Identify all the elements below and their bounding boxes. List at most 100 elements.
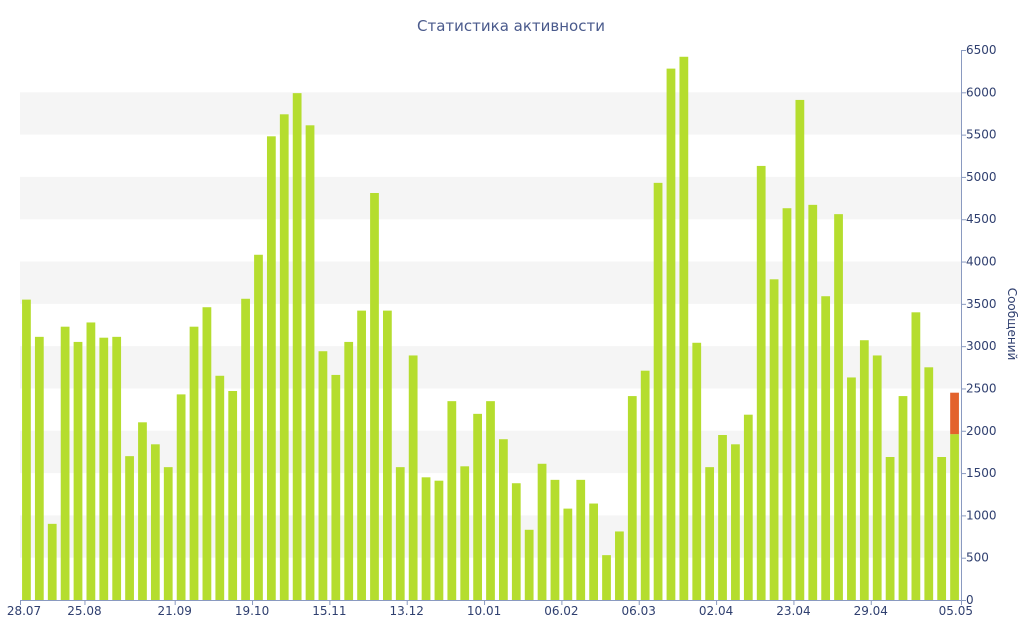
x-tick-label: 06.03: [622, 604, 656, 618]
bar: [357, 310, 366, 600]
bar: [769, 279, 779, 600]
bar: [215, 375, 225, 600]
bar: [112, 336, 122, 600]
bar: [305, 125, 315, 601]
bar: [99, 337, 109, 600]
bar: [344, 341, 354, 600]
y-tick-label: 4500: [966, 212, 997, 226]
bar: [615, 531, 624, 600]
bar: [627, 396, 637, 600]
bar: [34, 336, 44, 600]
bar: [640, 370, 650, 600]
bar: [666, 68, 676, 601]
bar: [292, 93, 302, 601]
bar: [318, 351, 328, 600]
x-tick-label: 15.11: [312, 604, 346, 618]
bar: [266, 136, 276, 601]
bar: [370, 193, 379, 600]
bar: [163, 467, 173, 600]
bar: [782, 208, 792, 600]
y-tick-label: 5500: [966, 128, 997, 142]
bar: [937, 457, 947, 600]
bar: [847, 377, 856, 600]
bar: [189, 326, 199, 600]
bar: [408, 355, 418, 600]
x-tick-label: 28.07: [7, 604, 41, 618]
y-tick-label: 2500: [966, 381, 997, 395]
y-tick-label: 0: [966, 593, 974, 607]
bar: [550, 479, 560, 600]
bar: [731, 444, 740, 600]
y-axis-ticks: 0 500 1000 1500 2000 2500 3000 3500 4000 4500 5000…: [961, 43, 997, 607]
grid-band: [20, 261, 961, 304]
bar: [241, 298, 250, 600]
bar: [331, 374, 341, 600]
grid-band: [20, 92, 961, 135]
bar: [279, 114, 289, 601]
bar: [447, 401, 457, 600]
bar: [924, 367, 934, 600]
bar: [125, 456, 134, 600]
bar: [60, 326, 70, 600]
y-tick-label: 1500: [966, 466, 997, 480]
bar: [499, 439, 508, 600]
y-tick-label: 4000: [966, 255, 997, 269]
bar: [86, 322, 96, 600]
bar: [460, 466, 470, 600]
bar: [834, 214, 843, 600]
y-tick-label: 500: [966, 551, 989, 565]
bar: [859, 340, 869, 600]
x-tick-label: 21.09: [158, 604, 192, 618]
bar: [743, 414, 753, 600]
y-tick-label: 1000: [966, 508, 997, 522]
x-tick-label: 23.04: [776, 604, 810, 618]
y-tick-label: 6000: [966, 85, 997, 99]
bar: [679, 56, 689, 601]
bar: [885, 457, 895, 600]
y-tick-label: 5000: [966, 170, 997, 184]
x-tick-label: 13.12: [390, 604, 424, 618]
bars: [22, 56, 959, 601]
bar: [821, 296, 831, 600]
bar: [795, 99, 805, 600]
x-tick-label: 10.01: [467, 604, 501, 618]
x-tick-label: 29.04: [854, 604, 888, 618]
bar: [563, 508, 573, 600]
bar: [653, 182, 663, 600]
bar: [434, 480, 444, 600]
bar: [47, 523, 57, 600]
bar: [589, 503, 599, 600]
bar: [138, 422, 147, 600]
bar: [602, 555, 611, 600]
bar: [524, 529, 534, 600]
y-tick-label: 2000: [966, 424, 997, 438]
bar: [808, 204, 818, 600]
bar: [473, 413, 482, 600]
axes: [20, 50, 962, 601]
y-axis-title: Сообщений: [1005, 288, 1019, 361]
y-tick-label: 3000: [966, 339, 997, 353]
grid-band: [20, 346, 961, 389]
bar: [705, 467, 715, 600]
y-tick-label: 6500: [966, 43, 997, 57]
x-tick-label: 06.02: [544, 604, 578, 618]
x-axis-ticks: 28.07 25.08 21.09 19.10 15.11 13.12 10.01 06.02…: [7, 600, 973, 618]
bar: [176, 394, 186, 600]
bar: [911, 312, 921, 600]
bar: [22, 299, 31, 600]
bar: [382, 310, 392, 600]
bar: [150, 444, 160, 600]
bar: [254, 254, 263, 600]
bar: [537, 463, 547, 600]
bar: [73, 341, 83, 600]
bar: [511, 483, 521, 600]
bar: [202, 307, 212, 600]
bar: [421, 477, 431, 600]
bar: [872, 355, 882, 600]
bar: [718, 435, 727, 600]
x-tick-label: 25.08: [67, 604, 101, 618]
bar: [486, 401, 495, 600]
bar: [576, 479, 586, 600]
chart-title: Статистика активности: [417, 17, 605, 35]
